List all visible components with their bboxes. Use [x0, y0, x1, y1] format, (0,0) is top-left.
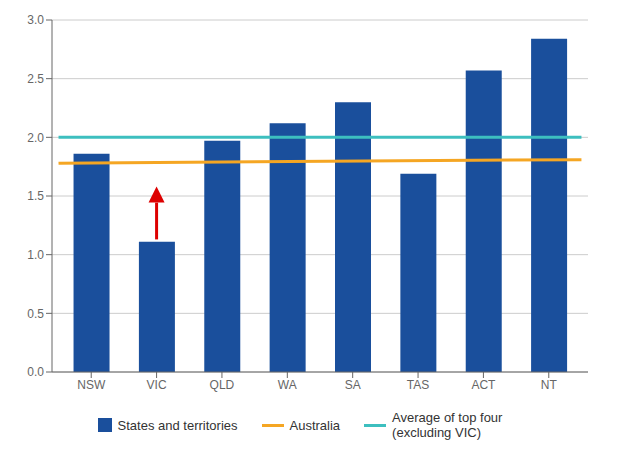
svg-text:2.5: 2.5 [27, 72, 44, 86]
svg-text:TAS: TAS [407, 378, 429, 392]
svg-text:QLD: QLD [210, 378, 235, 392]
svg-text:VIC: VIC [147, 378, 167, 392]
svg-text:ACT: ACT [471, 378, 496, 392]
svg-text:1.5: 1.5 [27, 189, 44, 203]
svg-text:2.0: 2.0 [27, 131, 44, 145]
svg-text:SA: SA [345, 378, 361, 392]
html-text:States and territories: States and territories [117, 417, 238, 433]
svg-text:0.0: 0.0 [27, 365, 44, 379]
svg-text:NT: NT [541, 378, 558, 392]
svg-text:0.5: 0.5 [27, 307, 44, 321]
html-text:Average of top four (excluding: Average of top four (excluding VIC) [392, 410, 503, 440]
svg-text:WA: WA [278, 378, 297, 392]
html-text:Australia: Australia [289, 417, 341, 433]
svg-text:NSW: NSW [77, 378, 106, 392]
svg-text:1.0: 1.0 [27, 248, 44, 262]
svg-text:3.0: 3.0 [27, 13, 44, 27]
